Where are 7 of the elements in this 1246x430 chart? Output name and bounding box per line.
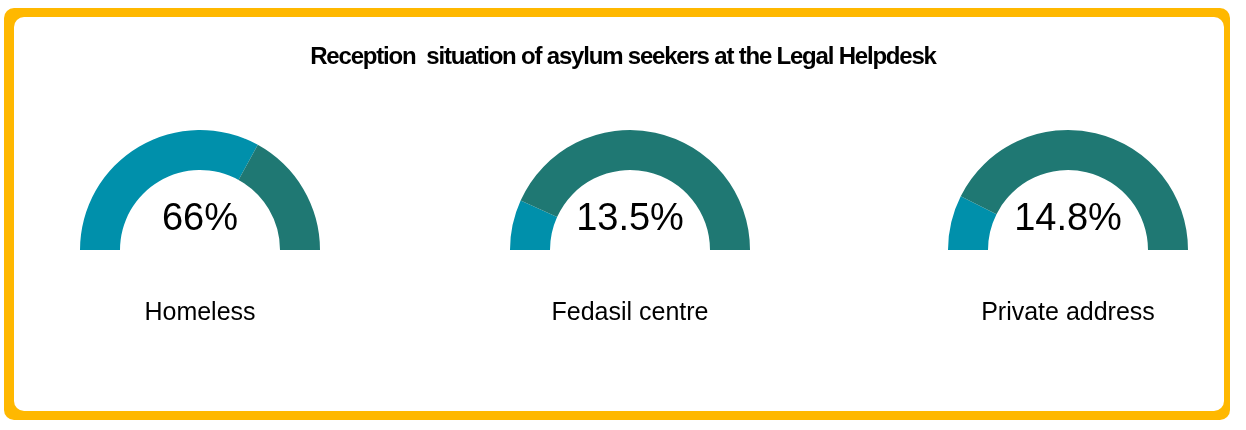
text: 66% (161, 196, 239, 238)
text: 13.5% (576, 196, 684, 238)
text: Homeless (144, 296, 256, 325)
text: Fedasil centre (551, 296, 709, 325)
chart-title: Reception situation of asylum seekers at the Legal Helpdesk (309, 42, 938, 70)
text: Private address (981, 296, 1155, 325)
text: 14.8% (1014, 196, 1122, 238)
